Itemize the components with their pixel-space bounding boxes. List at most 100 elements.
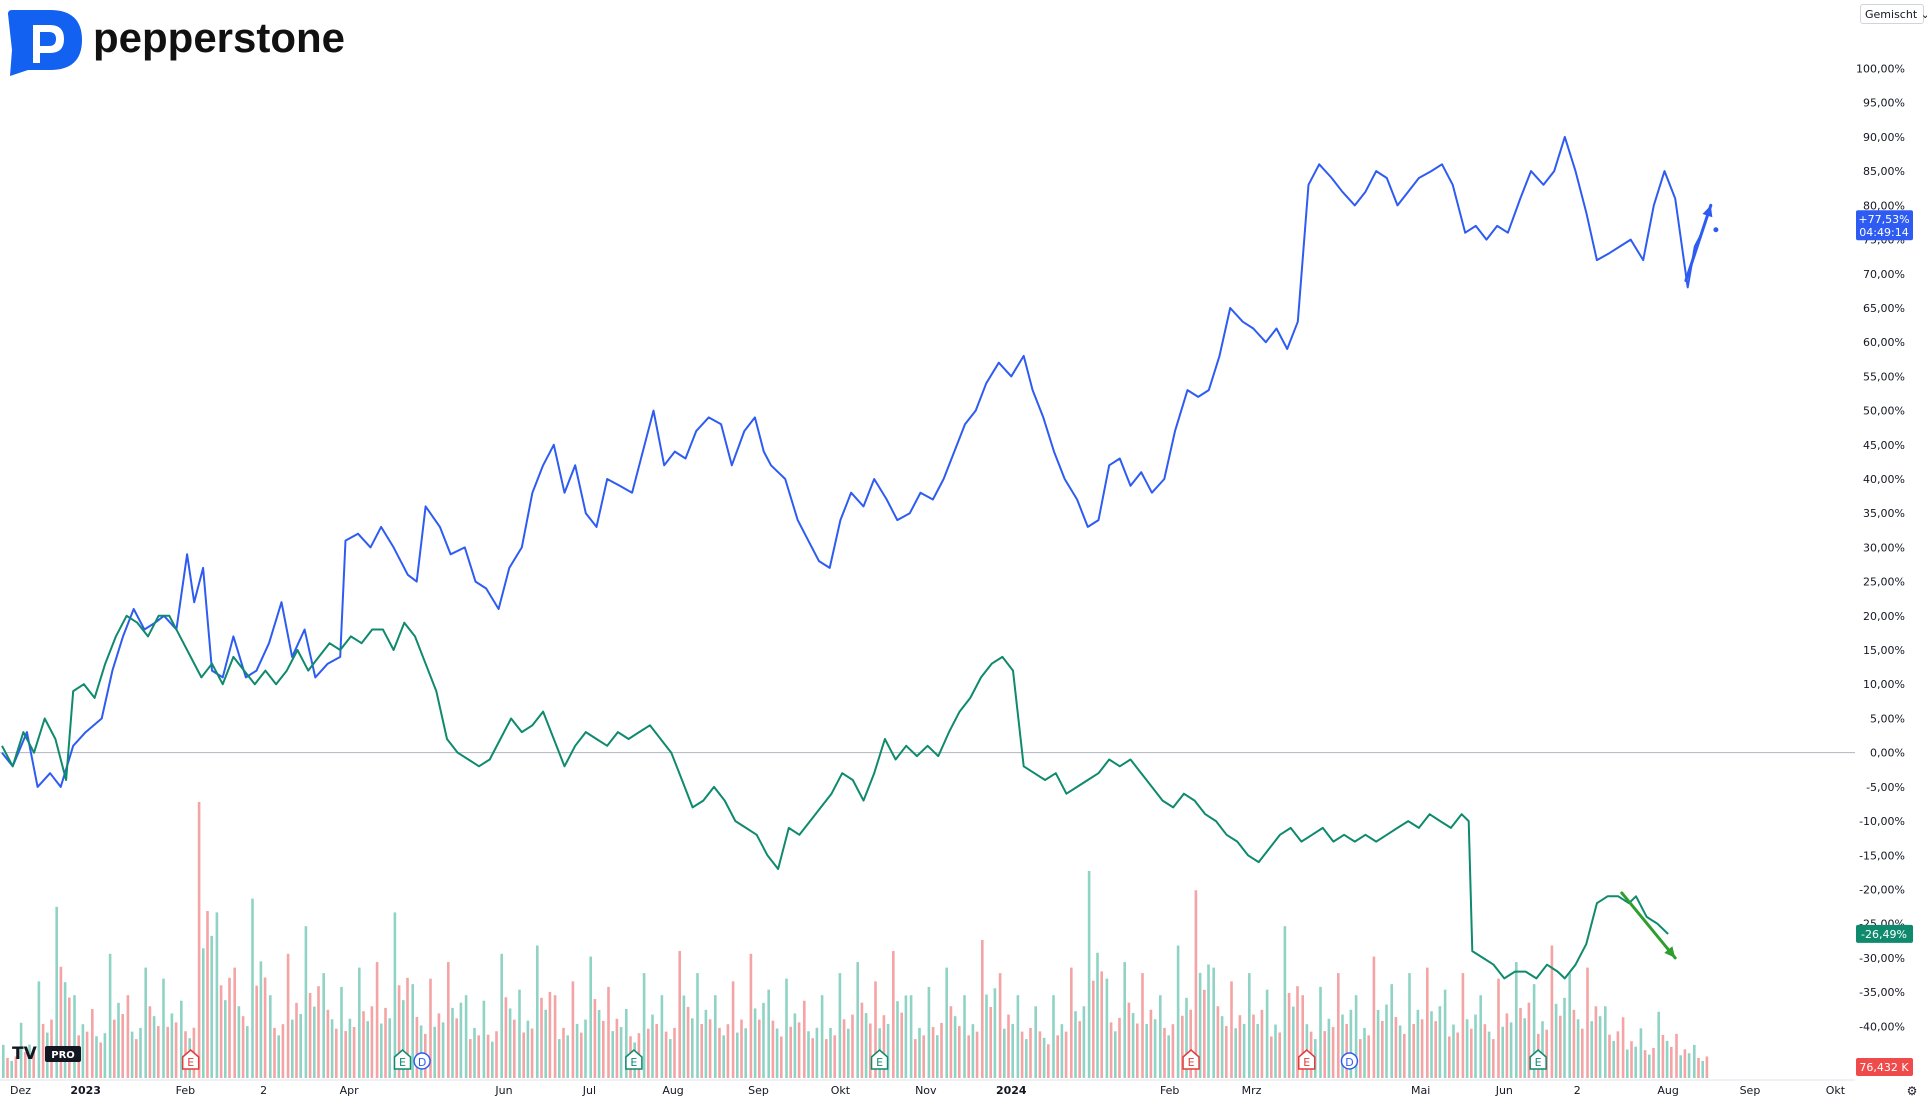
volume-bar <box>922 1035 925 1078</box>
volume-bar <box>477 1035 480 1078</box>
price-axis[interactable]: 100,00%95,00%90,00%85,00%80,00%75,00%70,… <box>1856 63 1905 1034</box>
volume-bar <box>731 981 735 1078</box>
volume-bar <box>593 999 597 1078</box>
event-marker-earnings[interactable]: E <box>1297 1049 1316 1070</box>
settings-gear-icon[interactable]: ⚙ <box>1907 1084 1918 1098</box>
volume-bar <box>571 981 575 1078</box>
volume-bar <box>526 1020 530 1078</box>
volume-bar <box>441 1022 445 1078</box>
volume-bar <box>1092 980 1095 1078</box>
volume-bar <box>1327 1018 1331 1078</box>
event-marker-earnings[interactable]: E <box>393 1049 412 1070</box>
volume-bar <box>233 967 236 1078</box>
event-marker-earnings[interactable]: E <box>870 1049 889 1070</box>
volume-bar <box>299 1014 302 1078</box>
volume-bar <box>989 1006 992 1078</box>
volume-bar <box>1265 989 1269 1078</box>
y-tick-label: 85,00% <box>1863 165 1905 178</box>
volume-bar <box>1621 1017 1625 1078</box>
volume-bar <box>1189 1009 1192 1078</box>
volume-bar <box>619 1026 623 1078</box>
event-marker-dividend[interactable]: D <box>1340 1052 1359 1070</box>
volume-bar <box>1461 973 1465 1078</box>
volume-bar <box>1283 926 1287 1078</box>
volume-bar <box>1487 1031 1491 1078</box>
volume-bar <box>433 1026 436 1078</box>
volume-bar <box>1109 1022 1113 1078</box>
event-marker-earnings[interactable]: E <box>1529 1049 1547 1070</box>
volume-bar <box>949 1006 953 1078</box>
volume-bar <box>1349 1009 1353 1078</box>
volume-bar <box>326 1009 330 1078</box>
volume-bar <box>749 953 753 1078</box>
x-tick-label: Sep <box>1740 1084 1761 1097</box>
earnings-icon <box>181 1049 200 1070</box>
time-axis[interactable]: Dez 2023 Feb 2 Apr Jun Jul Aug Sep Okt Nov 2024 Feb M… <box>0 1079 1918 1098</box>
volume-bar <box>85 1031 89 1078</box>
volume-bar <box>1096 952 1099 1078</box>
volume-bar <box>1274 1024 1277 1078</box>
volume-bar <box>380 1023 383 1078</box>
volume-bar <box>1025 1039 1028 1078</box>
event-marker-dividend[interactable]: D <box>413 1052 431 1070</box>
volume-bar <box>322 973 325 1078</box>
volume-bar <box>842 1019 846 1078</box>
earnings-icon <box>625 1049 643 1070</box>
volume-last-value-box <box>1856 1058 1913 1076</box>
volume-bar <box>1296 986 1299 1078</box>
volume-bar <box>291 1019 294 1078</box>
volume-bar <box>522 1032 525 1078</box>
volume-bar <box>144 967 147 1078</box>
event-marker-earnings[interactable]: E <box>181 1049 200 1070</box>
volume-bar <box>281 1024 285 1078</box>
volume-bar <box>753 1008 757 1078</box>
x-tick-label: Jul <box>582 1084 596 1097</box>
volume-bar <box>811 1038 814 1078</box>
volume-bar <box>981 940 984 1078</box>
scale-mode-label: Gemischt <box>1865 8 1918 21</box>
volume-bar <box>135 1039 138 1078</box>
volume-bar <box>1252 1014 1255 1078</box>
volume-bar <box>1661 1034 1665 1078</box>
x-tick-label: Aug <box>1657 1084 1678 1097</box>
volume-bar <box>1159 995 1162 1078</box>
scale-mode-button[interactable]: Gemischt ⌄ <box>1860 4 1927 24</box>
volume-bar <box>55 906 58 1078</box>
volume-bar <box>544 1009 547 1078</box>
volume-bar <box>704 1009 708 1078</box>
volume-bar <box>28 1044 31 1078</box>
volume-bar <box>625 1009 628 1078</box>
volume-bar <box>744 1028 747 1078</box>
volume-bar <box>1034 1006 1037 1078</box>
volume-bar <box>152 1016 156 1078</box>
volume-bar <box>562 1027 565 1078</box>
event-marker-earnings[interactable]: E <box>625 1049 643 1070</box>
volume-bar <box>655 1023 658 1078</box>
x-tick-label: Jun <box>1495 1084 1513 1097</box>
volume-bar <box>682 995 686 1078</box>
volume-bar <box>295 1002 298 1078</box>
volume-bar <box>41 1023 45 1078</box>
volume-bar <box>1675 1033 1678 1078</box>
volume-bar <box>607 986 610 1078</box>
volume-bar <box>602 1020 605 1078</box>
volume-bar <box>1434 1021 1437 1078</box>
volume-bar <box>1693 1044 1696 1078</box>
volume-bar <box>197 802 201 1078</box>
event-marker-letter: E <box>630 1056 637 1069</box>
y-tick-label: 80,00% <box>1863 199 1905 212</box>
last-value-labels: +77,53%04:49:14 -26,49% 76,432 K <box>1856 210 1913 1076</box>
volume-bar <box>63 982 67 1078</box>
volume-bar <box>308 992 312 1078</box>
volume-bar <box>157 1026 160 1078</box>
volume-bar <box>1345 1023 1348 1078</box>
volume-bar <box>1167 1035 1170 1078</box>
volume-bar <box>967 1035 970 1078</box>
event-marker-earnings[interactable]: E <box>1182 1049 1200 1070</box>
volume-bar <box>1492 1039 1495 1078</box>
volume-bar <box>1568 973 1571 1078</box>
volume-bar <box>174 1022 178 1078</box>
x-tick-label: Aug <box>662 1084 683 1097</box>
